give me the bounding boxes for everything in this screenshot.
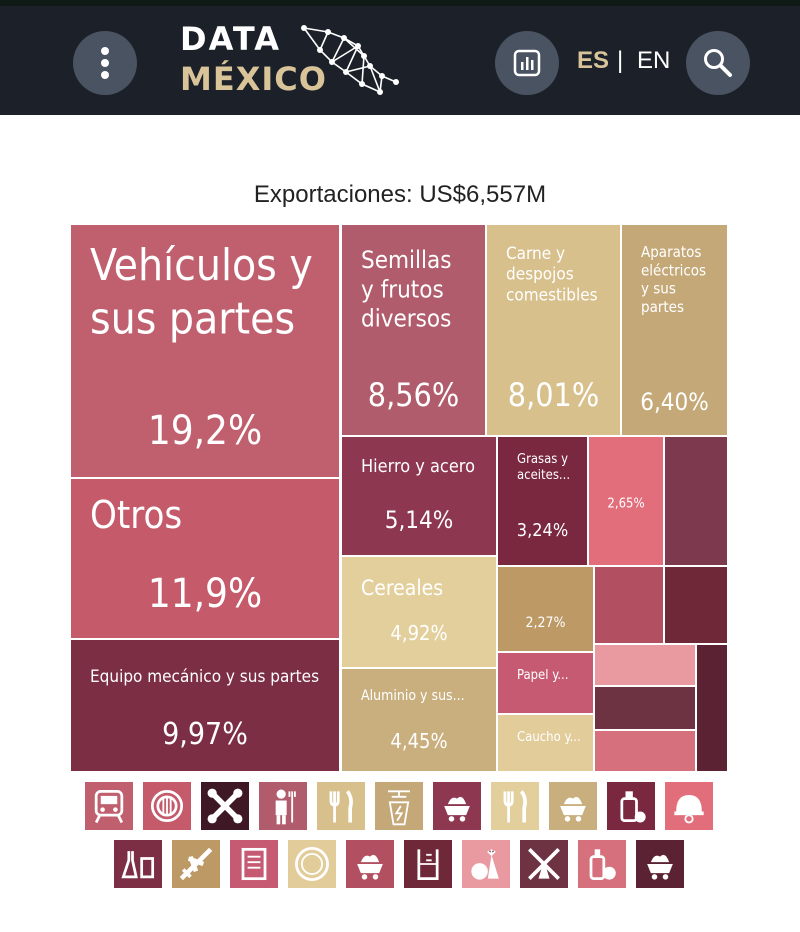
- treemap-cell-rect[interactable]: [663, 435, 729, 567]
- mining-cart-icon[interactable]: [636, 840, 684, 888]
- data-mexico-logo[interactable]: DATA MÉXICO: [180, 20, 410, 100]
- language-es-link[interactable]: ES: [577, 47, 610, 74]
- treemap-cell[interactable]: [593, 643, 697, 687]
- treemap-cell-rect[interactable]: [587, 435, 665, 567]
- treemap-cell[interactable]: Papel y...: [496, 651, 595, 715]
- treemap-cell[interactable]: Grasas y aceites...3,24%: [496, 435, 589, 567]
- mining-cart-icon[interactable]: [346, 840, 394, 888]
- treemap-cell-rect[interactable]: [496, 435, 589, 567]
- treemap-cell-rect[interactable]: [593, 685, 697, 731]
- treemap-cell-rect[interactable]: [69, 223, 341, 479]
- helmet-icon[interactable]: [665, 782, 713, 830]
- treemap-cell-rect[interactable]: [340, 223, 487, 437]
- chemistry-icon[interactable]: [114, 840, 162, 888]
- tools-icon[interactable]: [201, 782, 249, 830]
- treemap-cell-rect[interactable]: [593, 643, 697, 687]
- treemap-cell[interactable]: [593, 685, 697, 731]
- treemap-cell-rect[interactable]: [593, 729, 697, 773]
- treemap-cell[interactable]: [663, 435, 729, 567]
- mining-cart-icon[interactable]: [549, 782, 597, 830]
- beaker-icon[interactable]: [404, 840, 452, 888]
- charts-button[interactable]: [495, 31, 559, 95]
- vertical-dots-icon: [101, 47, 109, 79]
- chart-title: Exportaciones: US$6,557M: [253, 181, 547, 208]
- treemap-cell-rect[interactable]: [620, 223, 729, 437]
- vegetables-icon[interactable]: [462, 840, 510, 888]
- bottle-fruit-icon[interactable]: [578, 840, 626, 888]
- treemap-cell-rect[interactable]: [340, 435, 498, 557]
- search-icon: [704, 49, 732, 77]
- treemap-cell-rect[interactable]: [69, 638, 341, 773]
- train-icon[interactable]: [85, 782, 133, 830]
- mexico-network-map-icon: [301, 25, 399, 95]
- treemap-cell-rect[interactable]: [496, 713, 595, 773]
- electric-tower-icon[interactable]: [375, 782, 423, 830]
- treemap-cell-rect[interactable]: [663, 565, 729, 645]
- treemap-cell[interactable]: [593, 565, 665, 645]
- status-strip: [0, 0, 800, 6]
- logo-line-mexico: MÉXICO: [180, 60, 327, 98]
- treemap-cell[interactable]: 2,65%: [587, 435, 665, 567]
- treemap-cell-rect[interactable]: [340, 555, 498, 669]
- treemap-cell-rect[interactable]: [485, 223, 622, 437]
- treemap-cell[interactable]: [593, 729, 697, 773]
- airplane-icon[interactable]: [172, 840, 220, 888]
- treemap-cell[interactable]: Caucho y...: [496, 713, 595, 773]
- logo-line-data: DATA: [180, 20, 281, 58]
- search-button[interactable]: [686, 31, 750, 95]
- paper-icon[interactable]: [230, 840, 278, 888]
- oil-bottle-icon[interactable]: [607, 782, 655, 830]
- language-en-link[interactable]: EN: [637, 47, 671, 74]
- treemap-cell-rect[interactable]: [69, 477, 341, 640]
- category-icons-row-1: [0, 782, 800, 832]
- fork-knife-icon[interactable]: [491, 782, 539, 830]
- bar-chart-icon: [513, 49, 541, 77]
- gear-wheel-icon[interactable]: [143, 782, 191, 830]
- treemap-cell-rect[interactable]: [695, 643, 729, 773]
- plate-icon[interactable]: [288, 840, 336, 888]
- windmill-icon[interactable]: [520, 840, 568, 888]
- fork-knife-icon[interactable]: [317, 782, 365, 830]
- treemap-cell-rect[interactable]: [593, 565, 665, 645]
- category-icons-row-2: [0, 840, 800, 890]
- menu-button[interactable]: [73, 31, 137, 95]
- mining-cart-icon[interactable]: [433, 782, 481, 830]
- treemap-cell-rect[interactable]: [496, 651, 595, 715]
- treemap-cell[interactable]: [663, 565, 729, 645]
- treemap-cell[interactable]: Aluminio y sus...4,45%: [340, 667, 498, 773]
- top-navigation-bar: DATA MÉXICO ES | EN: [0, 0, 800, 115]
- language-separator: |: [617, 47, 624, 74]
- farmer-icon[interactable]: [259, 782, 307, 830]
- treemap-cell[interactable]: [695, 643, 729, 773]
- treemap-cell-rect[interactable]: [340, 667, 498, 773]
